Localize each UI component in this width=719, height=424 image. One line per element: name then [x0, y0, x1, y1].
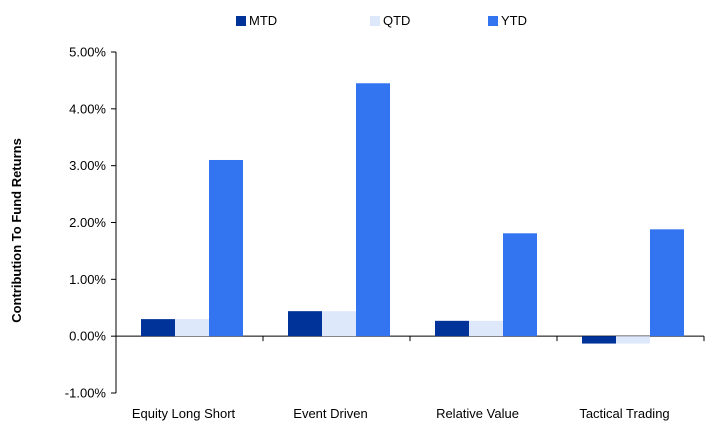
legend: MTD QTD YTD — [0, 13, 719, 31]
x-tick-label: Relative Value — [436, 406, 519, 421]
y-tick-label: 5.00% — [69, 45, 106, 60]
bar-mtd-3 — [582, 336, 616, 344]
bar-mtd-2 — [435, 320, 469, 337]
bar-mtd-1 — [288, 311, 322, 337]
bar-mtd-0 — [141, 319, 175, 337]
legend-item-ytd: YTD — [488, 13, 527, 28]
y-tick-label: 0.00% — [69, 329, 106, 344]
bar-qtd-3 — [616, 336, 650, 344]
bar-qtd-2 — [469, 320, 503, 337]
legend-item-mtd: MTD — [236, 13, 277, 28]
x-tick-label: Tactical Trading — [579, 406, 669, 421]
bar-qtd-0 — [175, 319, 209, 337]
y-tick-label: 2.00% — [69, 215, 106, 230]
legend-label: MTD — [249, 13, 278, 28]
legend-label: YTD — [501, 13, 527, 28]
legend-swatch — [236, 15, 246, 26]
y-tick-label: 1.00% — [69, 272, 106, 287]
legend-swatch — [370, 15, 380, 26]
y-tick-label: 3.00% — [69, 158, 106, 173]
legend-swatch — [488, 15, 498, 26]
x-tick-label: Equity Long Short — [132, 406, 236, 421]
legend-item-qtd: QTD — [370, 13, 410, 28]
x-tick-label: Event Driven — [293, 406, 367, 421]
y-tick-label: -1.00% — [65, 386, 107, 401]
legend-label: QTD — [383, 13, 411, 28]
bar-ytd-0 — [209, 159, 243, 337]
y-tick-label: 4.00% — [69, 101, 106, 116]
bar-ytd-3 — [650, 229, 684, 337]
bar-ytd-1 — [356, 83, 390, 337]
bar-qtd-1 — [322, 311, 356, 337]
y-axis-label: Contribution To Fund Returns — [9, 138, 24, 323]
bar-ytd-2 — [503, 233, 537, 337]
